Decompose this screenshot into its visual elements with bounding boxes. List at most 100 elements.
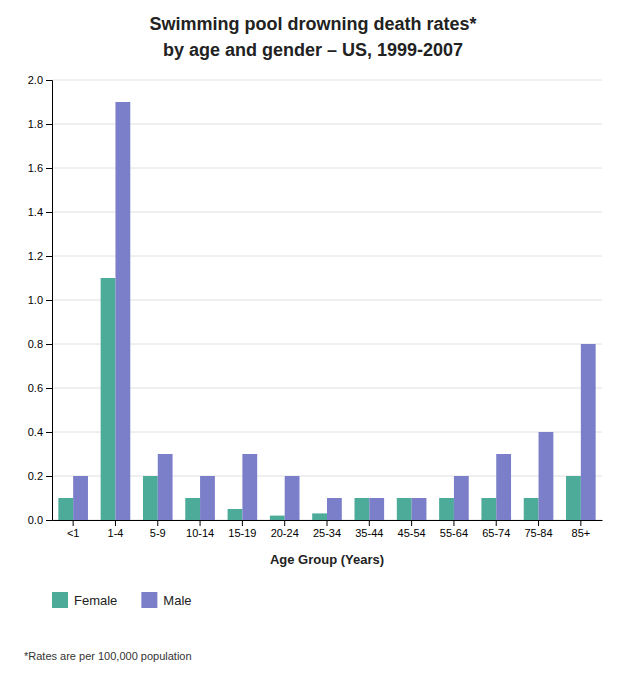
bar	[200, 476, 215, 520]
bar	[58, 498, 73, 520]
x-axis-title: Age Group (Years)	[270, 552, 384, 567]
y-tick-mark	[46, 388, 52, 389]
x-tick-mark	[496, 520, 497, 526]
x-tick-label: 10-14	[186, 527, 214, 539]
x-axis: <1 1-4 5-9 10-14 15-19 20-24 25-34 35-44 45-54 55…	[53, 520, 603, 539]
subtitle: by age and gender – US, 1999-2007	[163, 40, 463, 60]
bar	[566, 476, 581, 520]
y-tick: 1.2	[28, 250, 52, 262]
x-tick: 55-64	[440, 520, 468, 539]
chart-svg: Swimming pool drowning death rates* by ag…	[0, 0, 626, 700]
y-tick-label: 1.2	[28, 250, 43, 262]
x-tick: 15-19	[228, 520, 256, 539]
x-tick-label: 1-4	[108, 527, 124, 539]
x-tick-mark	[157, 520, 158, 526]
y-tick-mark	[46, 520, 52, 521]
x-tick: 25-34	[313, 520, 341, 539]
bar	[285, 476, 300, 520]
y-tick: 2.0	[28, 74, 52, 86]
x-tick-mark	[453, 520, 454, 526]
y-tick-mark	[46, 476, 52, 477]
grid-line	[52, 388, 602, 389]
bar	[185, 498, 200, 520]
y-tick-label: 0.0	[28, 514, 43, 526]
x-tick-label: 55-64	[440, 527, 468, 539]
y-tick-mark	[46, 168, 52, 169]
y-tick-mark	[46, 124, 52, 125]
bar	[312, 513, 327, 520]
legend-item: Female	[52, 592, 117, 608]
legend: Female Male	[52, 592, 192, 608]
x-tick: 20-24	[271, 520, 299, 539]
grid-line	[52, 212, 602, 213]
bar	[228, 509, 243, 520]
grid-line	[52, 80, 602, 81]
x-tick-mark	[242, 520, 243, 526]
y-tick-label: 1.8	[28, 118, 43, 130]
bar-series	[58, 278, 581, 520]
grid-line	[52, 168, 602, 169]
y-axis-line	[46, 81, 53, 521]
y-tick: 0.0	[28, 514, 52, 526]
x-tick-mark	[369, 520, 370, 526]
bar	[327, 498, 342, 520]
x-tick-mark	[115, 520, 116, 526]
legend-swatch	[141, 592, 157, 608]
x-tick: 10-14	[186, 520, 214, 539]
y-tick-label: 0.4	[28, 426, 43, 438]
bar	[439, 498, 454, 520]
x-tick-label: 15-19	[228, 527, 256, 539]
legend-swatch	[52, 592, 68, 608]
y-tick: 1.8	[28, 118, 52, 130]
y-tick-mark	[46, 80, 52, 81]
bar	[581, 344, 596, 520]
legend-label: Male	[163, 593, 191, 608]
y-tick-label: 0.6	[28, 382, 43, 394]
x-tick-mark	[538, 520, 539, 526]
x-tick-label: 35-44	[355, 527, 383, 539]
x-tick: 35-44	[355, 520, 383, 539]
x-tick-mark	[411, 520, 412, 526]
x-tick-mark	[284, 520, 285, 526]
x-tick: 75-84	[524, 520, 552, 539]
title: Swimming pool drowning death rates*	[149, 14, 476, 34]
x-tick: 85+	[572, 520, 591, 539]
x-tick-mark	[580, 520, 581, 526]
grid-line	[52, 300, 602, 301]
grid-line	[52, 432, 602, 433]
footnote: *Rates are per 100,000 population	[24, 650, 192, 662]
y-tick: 0.6	[28, 382, 52, 394]
x-tick: 5-9	[150, 520, 166, 539]
x-tick-label: 85+	[572, 527, 591, 539]
bar	[524, 498, 539, 520]
y-tick-mark	[46, 212, 52, 213]
grid-line	[52, 344, 602, 345]
y-tick-label: 2.0	[28, 74, 43, 86]
y-tick-label: 0.2	[28, 470, 43, 482]
x-tick-label: 5-9	[150, 527, 166, 539]
grid	[52, 80, 602, 520]
bar	[73, 476, 88, 520]
bar	[270, 516, 285, 520]
x-tick: <1	[67, 520, 80, 539]
x-tick-label: 65-74	[482, 527, 510, 539]
y-tick-mark	[46, 432, 52, 433]
y-tick: 0.8	[28, 338, 52, 350]
plot: 0.00.20.40.60.81.01.21.41.61.82.0<11-45-…	[28, 74, 603, 539]
bar	[412, 498, 427, 520]
x-tick: 65-74	[482, 520, 510, 539]
y-axis: 0.00.20.40.60.81.01.21.41.61.82.0	[28, 74, 53, 526]
bar	[369, 498, 384, 520]
y-tick-label: 1.4	[28, 206, 43, 218]
bar	[115, 102, 130, 520]
y-tick-mark	[46, 344, 52, 345]
x-tick-mark	[327, 520, 328, 526]
bar	[101, 278, 116, 520]
x-tick: 45-54	[398, 520, 426, 539]
y-tick-label: 1.6	[28, 162, 43, 174]
grid-line	[52, 124, 602, 125]
y-tick: 0.2	[28, 470, 52, 482]
bar	[481, 498, 496, 520]
bar	[143, 476, 158, 520]
y-tick: 1.6	[28, 162, 52, 174]
